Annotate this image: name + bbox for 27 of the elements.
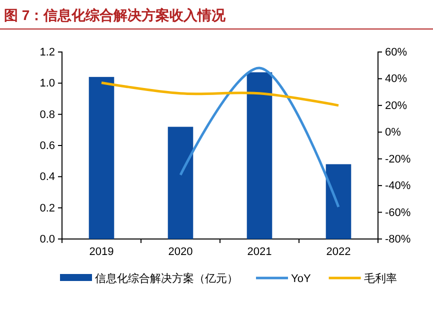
y2-tick-label: -20%	[385, 153, 411, 166]
y-tick-label: 0.8	[40, 108, 55, 121]
y-tick-label: 0.0	[40, 234, 55, 246]
legend-label: 毛利率	[364, 272, 397, 285]
legend-label: YoY	[291, 273, 312, 285]
y2-tick-label: -60%	[385, 206, 411, 219]
x-tick-label: 2020	[168, 246, 193, 258]
bar	[246, 72, 272, 239]
y-tick-label: 0.2	[40, 202, 55, 214]
bar	[88, 76, 114, 239]
bar	[326, 164, 352, 239]
bar	[168, 126, 194, 239]
y-tick-label: 1.0	[40, 78, 55, 90]
x-tick-label: 2019	[89, 246, 114, 258]
y2-tick-label: 0%	[385, 126, 402, 139]
chart-title: 图 7：信息化综合解决方案收入情况	[4, 7, 227, 23]
y2-tick-label: 40%	[385, 73, 408, 86]
legend-label: 信息化综合解决方案（亿元）	[95, 272, 238, 285]
y-tick-label: 1.2	[40, 46, 55, 59]
y-tick-label: 0.4	[40, 171, 55, 184]
y2-tick-label: -80%	[385, 234, 411, 246]
y2-tick-label: 20%	[385, 100, 408, 112]
x-tick-label: 2022	[326, 246, 351, 258]
y2-tick-label: 60%	[385, 46, 408, 59]
y2-tick-label: -40%	[385, 180, 411, 192]
x-tick-label: 2021	[247, 246, 272, 258]
y-tick-label: 0.6	[40, 140, 55, 152]
